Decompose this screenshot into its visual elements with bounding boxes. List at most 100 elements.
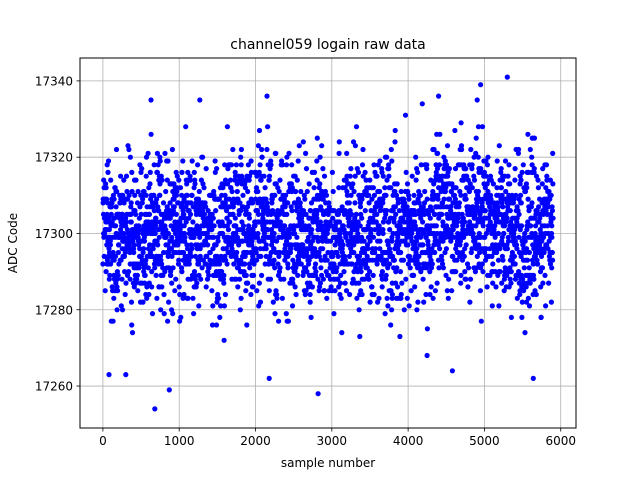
data-point (418, 269, 424, 275)
data-point (467, 276, 474, 282)
data-point (432, 249, 438, 256)
data-point (306, 181, 312, 187)
data-point (456, 200, 462, 206)
data-point (242, 185, 248, 191)
data-point (181, 230, 188, 237)
data-point (242, 253, 248, 259)
data-point (196, 227, 202, 233)
data-point (222, 291, 228, 298)
data-point (545, 223, 551, 229)
data-point (509, 249, 515, 256)
data-point (199, 265, 205, 271)
data-point (266, 177, 272, 183)
data-point (166, 299, 172, 305)
data-point (151, 162, 157, 168)
data-point (487, 173, 494, 179)
data-point (529, 200, 535, 206)
data-point (273, 150, 279, 156)
data-point (485, 154, 491, 160)
data-point (101, 230, 108, 237)
data-point (269, 196, 275, 202)
data-point (506, 162, 512, 168)
data-point (377, 246, 383, 252)
data-point (235, 284, 241, 290)
data-point (201, 211, 207, 217)
data-point-outlier (264, 93, 270, 99)
data-point (404, 181, 411, 187)
data-point (298, 188, 304, 195)
y-tick-label: 17280 (35, 303, 73, 317)
data-point (111, 295, 117, 301)
data-point (183, 124, 189, 130)
data-point (472, 238, 478, 244)
data-point (505, 234, 511, 240)
data-point (387, 249, 393, 256)
data-point-outlier (315, 391, 321, 397)
data-point (165, 158, 171, 164)
data-point (440, 265, 446, 271)
data-point (347, 173, 353, 179)
data-point (154, 295, 160, 301)
data-point (458, 192, 464, 198)
data-point (356, 253, 363, 259)
data-point (354, 295, 360, 301)
data-point (283, 311, 289, 317)
data-point (216, 257, 222, 263)
data-point (173, 192, 180, 198)
data-point (121, 253, 127, 259)
data-point (326, 200, 332, 206)
data-point (139, 200, 145, 206)
data-point (428, 284, 434, 290)
data-point (435, 192, 441, 198)
data-point (490, 280, 496, 286)
data-point (547, 177, 554, 183)
data-point (331, 208, 337, 214)
x-tick-label: 2000 (240, 434, 271, 448)
data-point (152, 230, 158, 237)
data-point (542, 272, 548, 278)
data-point (178, 215, 184, 221)
data-point (371, 291, 377, 298)
data-point (269, 200, 275, 206)
data-point (430, 196, 437, 202)
data-point (396, 230, 402, 237)
data-point (264, 146, 270, 153)
data-point (473, 246, 479, 252)
data-point (527, 223, 534, 229)
data-point (184, 192, 190, 198)
data-point (457, 253, 463, 259)
data-point (272, 192, 278, 198)
data-point (414, 246, 420, 252)
data-point (416, 200, 422, 206)
data-point (303, 288, 309, 294)
data-point (516, 234, 522, 240)
data-point (169, 253, 175, 259)
x-tick-label: 6000 (545, 434, 576, 448)
data-point (285, 253, 291, 259)
data-point (395, 196, 401, 202)
data-point (315, 238, 321, 244)
data-point (307, 291, 313, 298)
data-point (402, 200, 408, 206)
data-point (230, 146, 236, 153)
data-point (524, 185, 530, 191)
data-point (147, 242, 153, 248)
data-point (114, 307, 120, 313)
data-point (194, 223, 200, 229)
data-point (135, 288, 141, 294)
data-point (519, 169, 525, 175)
data-point (356, 280, 362, 286)
data-point (276, 318, 282, 324)
data-point (191, 169, 197, 175)
data-point (446, 166, 452, 172)
data-point (437, 246, 443, 252)
data-point (161, 291, 167, 298)
data-point (334, 227, 340, 233)
data-point (225, 181, 231, 187)
data-point (495, 257, 502, 263)
data-point (359, 291, 365, 298)
data-point (459, 249, 465, 256)
data-point (359, 162, 366, 168)
data-point (253, 196, 259, 202)
data-point (318, 223, 324, 229)
